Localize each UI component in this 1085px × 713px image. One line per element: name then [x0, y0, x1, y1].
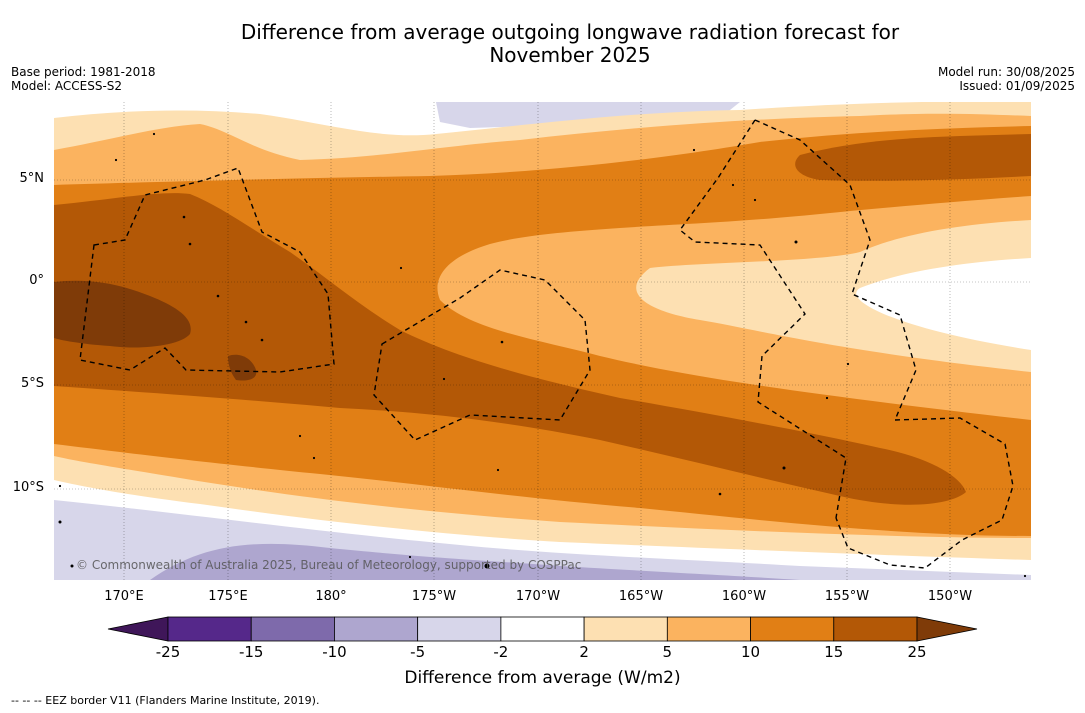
- eez-kiribati-gilbert: [79, 167, 335, 373]
- colorbar-tick-label: 15: [824, 643, 844, 661]
- eez-legend-note: -- -- -- EEZ border V11 (Flanders Marine…: [11, 694, 320, 707]
- lon-label-150w: 150°W: [927, 589, 973, 604]
- neg-region-north: [436, 102, 740, 128]
- meta-left: Base period: 1981-2018 Model: ACCESS-S2: [11, 65, 156, 93]
- lat-label-0: 0°: [29, 273, 44, 288]
- lon-label-175w: 175°W: [411, 589, 457, 604]
- gridlines: [54, 102, 1031, 580]
- colorbar-segment: [666, 616, 751, 642]
- colorbar-tick-label: 2: [579, 643, 589, 661]
- lon-label-170e: 170°E: [104, 589, 144, 604]
- colorbar-segment: [417, 616, 502, 642]
- lon-label-180: 180°: [315, 589, 347, 604]
- colorbar-tick-label: -15: [238, 643, 264, 661]
- colorbar-tick-label: -2: [493, 643, 509, 661]
- title-line-1: Difference from average outgoing longwav…: [240, 20, 900, 44]
- lat-label-5n: 5°N: [19, 171, 45, 186]
- colorbar-segment: [833, 616, 918, 642]
- title-line-2: November 2025: [489, 43, 651, 67]
- colorbar-segment: [583, 616, 668, 642]
- map-title: Difference from average outgoing longwav…: [160, 21, 980, 67]
- colorbar-label: Difference from average (W/m2): [404, 668, 681, 688]
- eez-kiribati-line-2: [679, 119, 847, 519]
- eez-kiribati-phoenix: [373, 269, 591, 441]
- model-run: Model run: 30/08/2025: [937, 65, 1075, 79]
- pos-band-25: [54, 280, 191, 348]
- colorbar-segment: [500, 616, 585, 642]
- lon-label-175e: 175°E: [208, 589, 248, 604]
- islands: [58, 132, 1027, 578]
- colorbar-tick-label: -5: [410, 643, 426, 661]
- colorbar-tick-label: 25: [907, 643, 927, 661]
- colorbar-tick-label: -25: [155, 643, 181, 661]
- eez-borders: [79, 119, 1014, 569]
- colorbar-tick-label: 10: [741, 643, 761, 661]
- base-period: Base period: 1981-2018: [11, 65, 156, 79]
- colorbar-arrow-high: [916, 616, 978, 642]
- lon-label-165w: 165°W: [618, 589, 664, 604]
- colorbar-tick-label: -10: [322, 643, 347, 661]
- eez-cook-polynesia: [835, 417, 1014, 569]
- lat-label-10s: 10°S: [12, 480, 44, 495]
- pos-band-15-ne: [795, 134, 1031, 181]
- colorbar-tick-label: 5: [662, 643, 673, 661]
- pos-band-25-small: [228, 354, 257, 381]
- colorbar-segment: [167, 616, 252, 642]
- lat-label-5s: 5°S: [20, 376, 44, 391]
- meta-right: Model run: 30/08/2025 Issued: 01/09/2025: [938, 65, 1075, 93]
- copyright-credit: © Commonwealth of Australia 2025, Bureau…: [76, 558, 582, 572]
- neg-region-south-10: [150, 543, 800, 580]
- colorbar-segment: [750, 616, 835, 642]
- pos-band-15: [54, 193, 966, 505]
- colorbar-segment: [250, 616, 335, 642]
- model-name: Model: ACCESS-S2: [11, 79, 123, 93]
- lon-label-170w: 170°W: [515, 589, 561, 604]
- issued-date: Issued: 01/09/2025: [959, 79, 1075, 93]
- colorbar-segment: [334, 616, 419, 642]
- colorbar-arrow-low: [107, 616, 169, 642]
- lon-label-160w: 160°W: [721, 589, 767, 604]
- lon-label-155w: 155°W: [824, 589, 870, 604]
